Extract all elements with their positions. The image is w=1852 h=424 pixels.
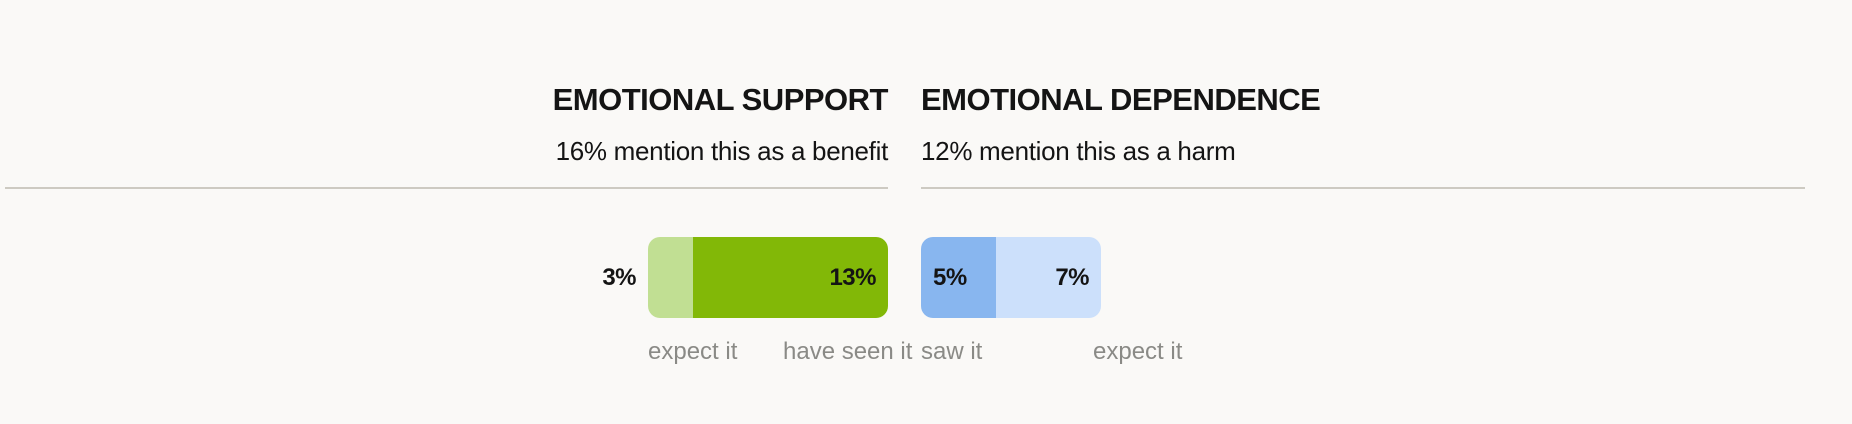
bar-value-label: 7% (1055, 264, 1089, 291)
support-title: EMOTIONAL SUPPORT (552, 82, 889, 117)
bar-value-label: 3% (602, 264, 636, 291)
legend-label: have seen it (783, 338, 913, 365)
dependence-subtitle: 12% mention this as a harm (921, 136, 1236, 166)
legend-label: expect it (648, 338, 738, 365)
bar-segment (648, 237, 693, 318)
dependence-divider (921, 187, 1805, 189)
bar-segment (693, 237, 888, 318)
bar-value-label: 13% (829, 264, 876, 291)
support-divider (5, 187, 888, 189)
legend-label: expect it (1093, 338, 1183, 365)
bar-segment (921, 237, 996, 318)
support-subtitle: 16% mention this as a benefit (555, 136, 889, 166)
legend-label: saw it (921, 338, 983, 365)
bar-value-label: 5% (933, 264, 967, 291)
bar-segment (996, 237, 1101, 318)
dependence-title: EMOTIONAL DEPENDENCE (921, 82, 1321, 117)
